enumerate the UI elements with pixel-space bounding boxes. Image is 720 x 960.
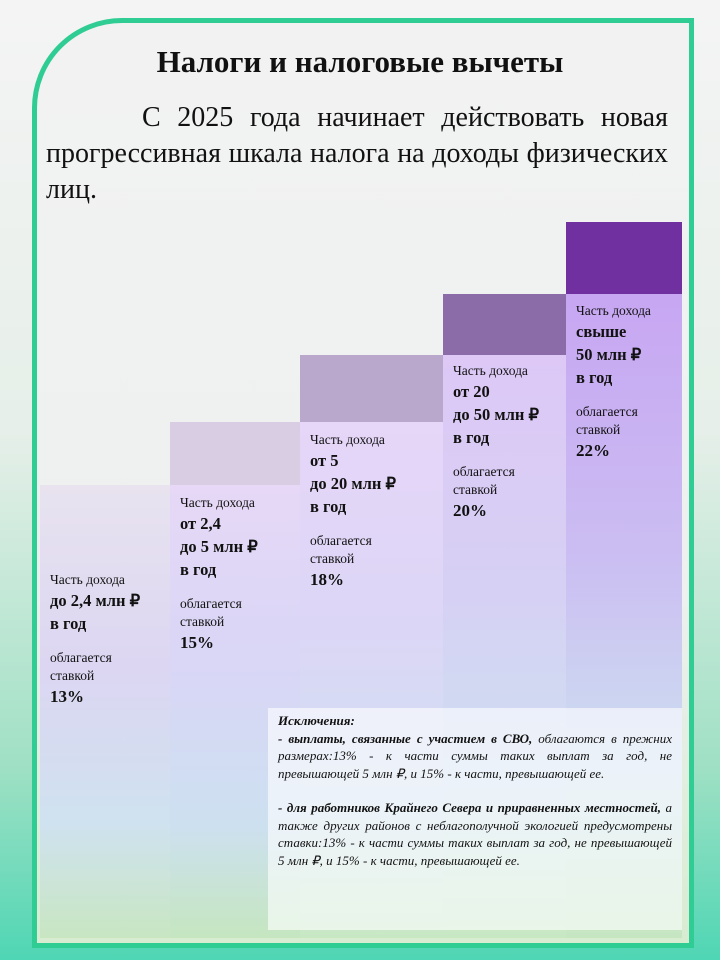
step-tax: облагается bbox=[310, 533, 372, 548]
step-tax: облагается bbox=[576, 404, 638, 419]
gap bbox=[576, 389, 676, 403]
step-header bbox=[300, 355, 443, 422]
gap bbox=[50, 635, 164, 649]
exception-text: облагаются в прежних размерах:13% - к ча… bbox=[278, 730, 672, 781]
step: Часть дохода до 2,4 млн ₽ в год облагается с… bbox=[40, 485, 170, 938]
step-range: до 2,4 млн ₽ bbox=[50, 591, 141, 610]
step-range: от 2,4 bbox=[180, 514, 221, 533]
step-rate: 22% bbox=[576, 441, 610, 460]
step-tax: облагается bbox=[50, 650, 112, 665]
step-range: до 50 млн ₽ bbox=[453, 405, 539, 424]
step-tax: облагается bbox=[453, 464, 515, 479]
step-range: 50 млн ₽ bbox=[576, 345, 642, 364]
step-tax: облагается bbox=[180, 596, 242, 611]
step-rate: 13% bbox=[50, 687, 84, 706]
step-range: в год bbox=[180, 560, 217, 579]
step-rate: 15% bbox=[180, 633, 214, 652]
step-header bbox=[566, 222, 682, 294]
gap bbox=[180, 581, 294, 595]
gap bbox=[453, 449, 560, 463]
step-label: Часть дохода bbox=[453, 363, 528, 378]
step-range: свыше bbox=[576, 322, 627, 341]
step-range: в год bbox=[310, 497, 347, 516]
step-label: Часть дохода bbox=[576, 303, 651, 318]
gap bbox=[310, 518, 437, 532]
step-range: до 20 млн ₽ bbox=[310, 474, 396, 493]
step-range: до 5 млн ₽ bbox=[180, 537, 258, 556]
step-range: в год bbox=[453, 428, 490, 447]
step-tax: ставкой bbox=[576, 422, 621, 437]
exception-text: а также других районов с неблагополучной… bbox=[278, 800, 673, 868]
step-range: в год bbox=[576, 368, 613, 387]
step-label: Часть дохода bbox=[180, 495, 255, 510]
exceptions-title: Исключения: bbox=[278, 713, 355, 728]
exception-item: - выплаты, связанные с участием в СВО, о… bbox=[278, 730, 672, 783]
step-tax: ставкой bbox=[453, 482, 498, 497]
intro: С 2025 года начинает действовать новая п… bbox=[46, 102, 668, 205]
step-rate: 20% bbox=[453, 501, 487, 520]
step-tax: ставкой bbox=[180, 614, 225, 629]
step-label: Часть дохода bbox=[50, 572, 125, 587]
step-tax: ставкой bbox=[50, 668, 95, 683]
step-tax: ставкой bbox=[310, 551, 355, 566]
step-header bbox=[170, 422, 300, 485]
exception-item: - для работников Крайнего Севера и прира… bbox=[278, 799, 672, 869]
step-header bbox=[443, 294, 566, 355]
step-range: от 20 bbox=[453, 382, 490, 401]
step-label: Часть дохода bbox=[310, 432, 385, 447]
step-rate: 18% bbox=[310, 570, 344, 589]
exception-bold: - для работников Крайнего Севера и прира… bbox=[278, 800, 661, 815]
exception-bold: - выплаты, связанные с участием в СВО, bbox=[278, 730, 533, 746]
step-range: в год bbox=[50, 614, 87, 633]
exceptions: Исключения: - выплаты, связанные с участ… bbox=[268, 708, 682, 930]
title: Налоги и налоговые вычеты bbox=[156, 44, 564, 79]
step-range: от 5 bbox=[310, 451, 339, 470]
